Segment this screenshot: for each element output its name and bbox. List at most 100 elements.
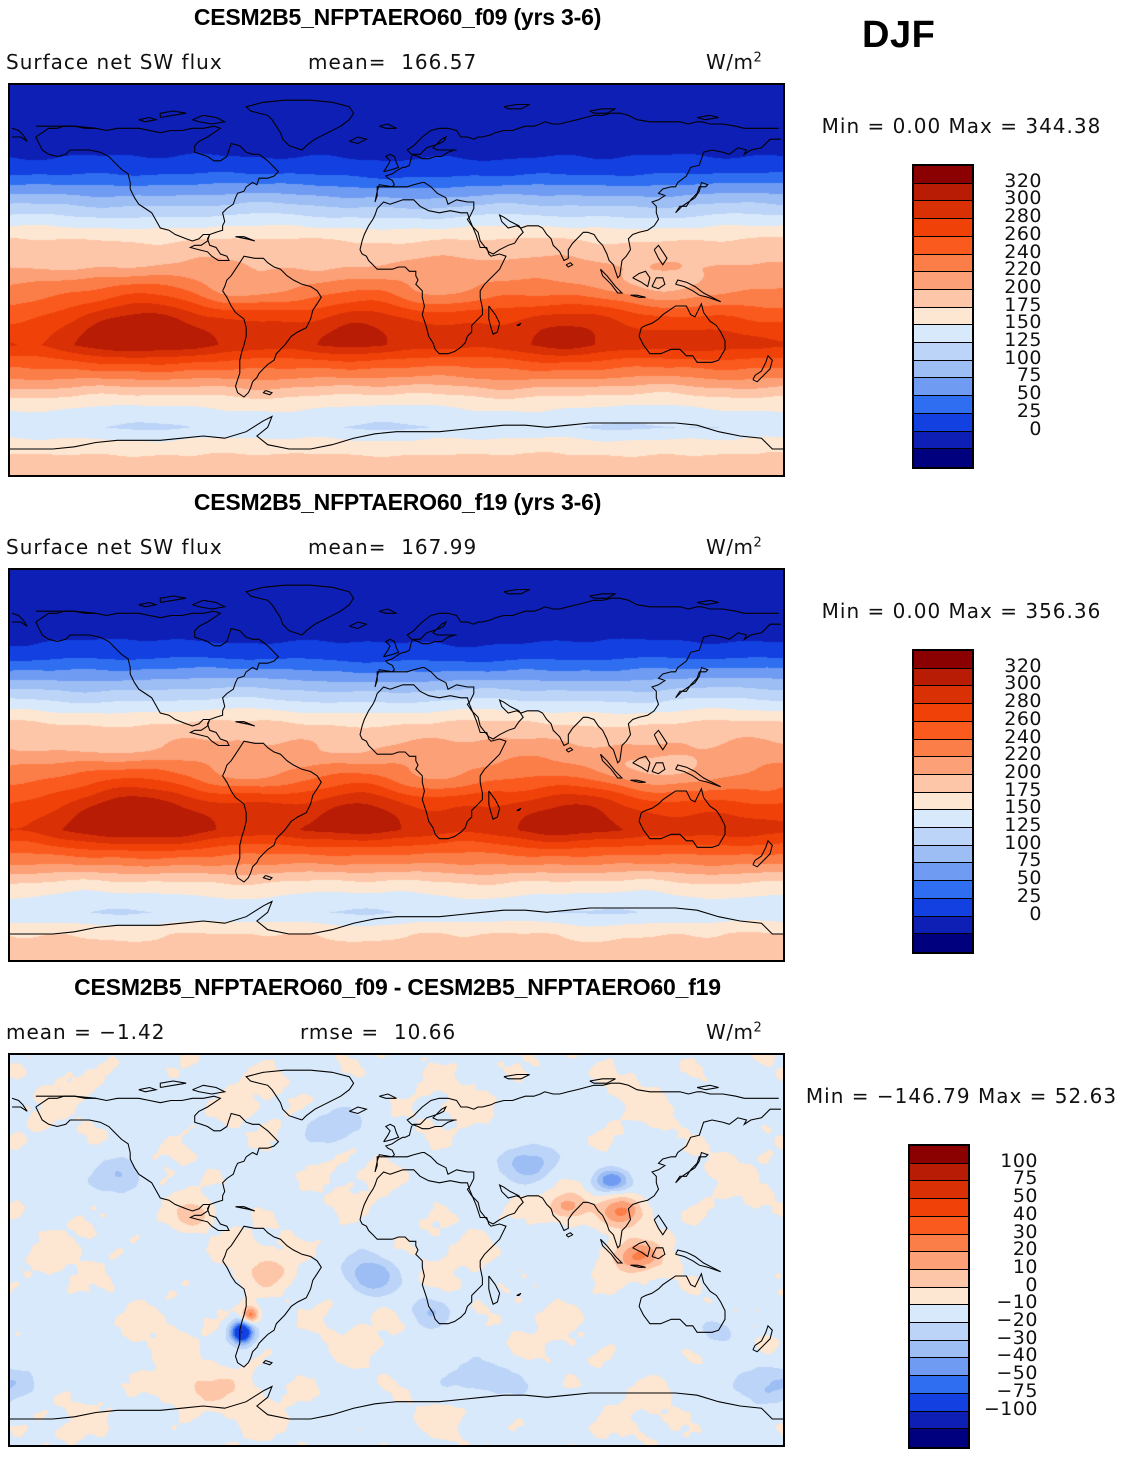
mean-label-f09: mean= 166.57 <box>308 50 478 74</box>
minmax-difference: Min = −146.79 Max = 52.63 <box>805 1084 1118 1108</box>
colorbar-band <box>914 721 972 740</box>
colorbar-tick-label: 300 <box>1004 672 1042 695</box>
panel-subheader-f19: Surface net SW flux mean= 167.99 W/m2 <box>0 535 795 561</box>
rmse-label-difference: rmse = 10.66 <box>300 1020 457 1044</box>
colorbar-band <box>914 845 972 864</box>
colorbar-band <box>914 810 972 829</box>
mean-label-difference: mean = −1.42 <box>6 1020 166 1044</box>
colorbar-band <box>914 166 972 184</box>
colorbar-band <box>914 396 972 414</box>
panel-title-f09: CESM2B5_NFPTAERO60_f09 (yrs 3-6) <box>193 4 602 30</box>
colorbar-f09 <box>912 164 974 469</box>
colorbar-tick-label: −40 <box>996 1344 1038 1367</box>
colorbar-band <box>914 704 972 722</box>
colorbar-tick-label: 280 <box>1004 205 1042 228</box>
colorbar-tick-label: −20 <box>996 1309 1038 1332</box>
colorbar-tick-label: 0 <box>1029 417 1042 440</box>
colorbar-band <box>910 1323 968 1341</box>
colorbar-tick-label: −75 <box>996 1379 1038 1402</box>
colorbar-band <box>914 934 972 952</box>
colorbar-labels-f19: 320 300 280 260 240 220 200 175 150 125 100 75 50 25 0 <box>974 649 1094 954</box>
units-label-difference: W/m2 <box>706 1020 763 1044</box>
panel-title-difference: CESM2B5_NFPTAERO60_f09 - CESM2B5_NFPTAER… <box>74 974 721 1000</box>
colorbar-band <box>910 1181 968 1200</box>
colorbar-tick-label: 220 <box>1004 743 1042 766</box>
colorbar-band <box>914 289 972 308</box>
colorbar-tick-label: 75 <box>1016 849 1042 872</box>
map-field-layer <box>10 570 783 960</box>
colorbar-tick-label: 25 <box>1016 884 1042 907</box>
panel-subheader-difference: mean = −1.42 rmse = 10.66 W/m2 <box>0 1020 795 1046</box>
colorbar-band <box>914 668 972 687</box>
colorbar-band <box>914 863 972 882</box>
colorbar-tick-label: 200 <box>1004 275 1042 298</box>
colorbar-band <box>914 686 972 705</box>
colorbar-band <box>914 449 972 467</box>
colorbar-tick-label: 40 <box>1012 1202 1038 1225</box>
colorbar-tick-label: 320 <box>1004 169 1042 192</box>
map-difference <box>8 1053 785 1447</box>
colorbar-tick-label: 175 <box>1004 293 1042 316</box>
map-f19 <box>8 568 785 962</box>
colorbar-band <box>910 1287 968 1306</box>
colorbar-tick-label: 75 <box>1012 1167 1038 1190</box>
colorbar-band <box>914 916 972 935</box>
colorbar-tick-label: 100 <box>1000 1149 1038 1172</box>
colorbar-tick-label: 175 <box>1004 778 1042 801</box>
variable-label-f09: Surface net SW flux <box>6 50 223 74</box>
colorbar-tick-label: −30 <box>996 1326 1038 1349</box>
colorbar-tick-label: 10 <box>1012 1255 1038 1278</box>
season-label: DJF <box>862 14 936 56</box>
map-field-layer <box>10 85 783 475</box>
colorbar-band <box>910 1252 968 1270</box>
minmax-f09: Min = 0.00 Max = 344.38 <box>821 114 1102 138</box>
colorbar-band <box>910 1376 968 1394</box>
units-label-f09: W/m2 <box>706 50 763 74</box>
colorbar-tick-label: −10 <box>996 1291 1038 1314</box>
colorbar-band <box>914 431 972 450</box>
variable-label-f19: Surface net SW flux <box>6 535 223 559</box>
colorbar-band <box>914 774 972 793</box>
colorbar-band <box>914 757 972 775</box>
panel-title-f19: CESM2B5_NFPTAERO60_f19 (yrs 3-6) <box>193 489 602 515</box>
colorbar-band <box>914 236 972 255</box>
colorbar-band <box>914 360 972 379</box>
colorbar-tick-label: 220 <box>1004 258 1042 281</box>
colorbar-band <box>910 1393 968 1412</box>
coastline-overlay <box>10 570 783 960</box>
colorbar-tick-label: 50 <box>1012 1185 1038 1208</box>
colorbar-band <box>914 378 972 397</box>
colorbar-tick-label: 100 <box>1004 346 1042 369</box>
colorbar-band <box>910 1216 968 1235</box>
colorbar-band <box>914 254 972 273</box>
colorbar-tick-label: 50 <box>1016 867 1042 890</box>
colorbar-band <box>914 651 972 669</box>
colorbar-band <box>910 1429 968 1447</box>
colorbar-band <box>914 272 972 290</box>
colorbar-tick-label: 75 <box>1016 364 1042 387</box>
colorbar-band <box>910 1358 968 1377</box>
map-f09 <box>8 83 785 477</box>
colorbar-band <box>914 325 972 344</box>
colorbar-band <box>910 1269 968 1288</box>
minmax-f19: Min = 0.00 Max = 356.36 <box>821 599 1102 623</box>
colorbar-band <box>910 1411 968 1430</box>
colorbar-tick-label: 260 <box>1004 222 1042 245</box>
colorbar-tick-label: 25 <box>1016 399 1042 422</box>
colorbar-band <box>914 792 972 811</box>
colorbar-band <box>910 1146 968 1164</box>
colorbar-tick-label: 240 <box>1004 725 1042 748</box>
colorbar-band <box>914 828 972 846</box>
mean-label-f19: mean= 167.99 <box>308 535 478 559</box>
colorbar-tick-label: 0 <box>1029 902 1042 925</box>
colorbar-f19 <box>912 649 974 954</box>
panel-subheader-f09: Surface net SW flux mean= 166.57 W/m2 <box>0 50 795 76</box>
colorbar-band <box>910 1199 968 1217</box>
colorbar-tick-label: 240 <box>1004 240 1042 263</box>
colorbar-tick-label: 50 <box>1016 382 1042 405</box>
colorbar-tick-label: 300 <box>1004 187 1042 210</box>
coastline-overlay <box>10 85 783 475</box>
map-field-layer <box>10 1055 783 1445</box>
colorbar-tick-label: 125 <box>1004 814 1042 837</box>
